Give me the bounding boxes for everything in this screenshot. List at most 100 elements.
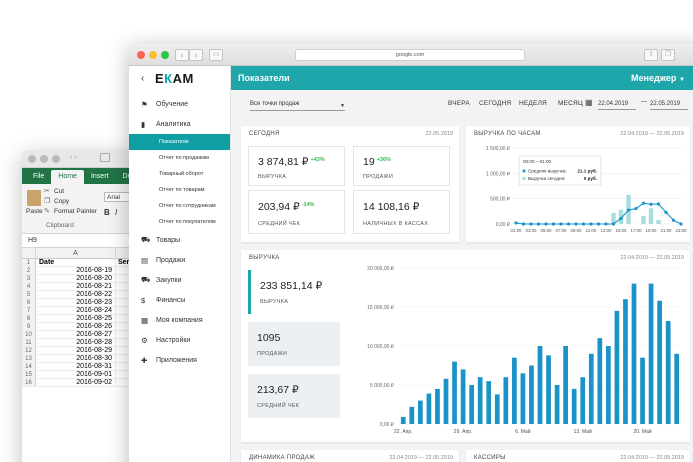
row-number[interactable]: 14	[22, 363, 36, 370]
sidebar-item-learning[interactable]: ⚑ Обучение	[129, 94, 230, 114]
row-number[interactable]: 8	[22, 315, 36, 322]
sidebar-item-purchases[interactable]: ⛟ Закупки	[129, 270, 230, 290]
puzzle-icon: ✚	[141, 355, 148, 365]
cell-date[interactable]: 2016-08-23	[36, 299, 116, 306]
cell-date[interactable]: 2016-08-31	[36, 363, 116, 370]
zoom-dot-icon[interactable]	[52, 155, 60, 163]
cell-date-header[interactable]: Date	[36, 259, 116, 266]
minimize-dot-icon[interactable]	[40, 155, 48, 163]
row-number[interactable]: 12	[22, 347, 36, 354]
stat-avg-check-total[interactable]: 213,67 ₽ СРЕДНИЙ ЧЕК	[248, 374, 340, 418]
minimize-dot-icon[interactable]	[149, 51, 157, 59]
stat-sales-total[interactable]: 1095 ПРОДАЖИ	[248, 322, 340, 366]
stat-revenue-today[interactable]: 3 874,81 ₽ +43% ВЫРУЧКА	[248, 146, 345, 186]
tab-home[interactable]: Home	[51, 170, 84, 184]
period-month[interactable]: МЕСЯЦ	[558, 100, 583, 107]
sidebar-item-settings[interactable]: ⚙ Настройки	[129, 330, 230, 350]
period-week[interactable]: НЕДЕЛЯ	[519, 100, 547, 107]
paste-button[interactable]: Paste	[26, 208, 43, 215]
sidebar-item-analytics[interactable]: ▮ Аналитика	[129, 114, 230, 134]
period-yesterday[interactable]: ВЧЕРА	[448, 100, 470, 107]
toolbar-arrows-icon[interactable]: ‹ ›	[70, 154, 77, 161]
sidebar-item-finance[interactable]: $ Финансы	[129, 290, 230, 310]
date-from-input[interactable]: 22.04.2019	[598, 99, 636, 110]
cell-date[interactable]: 2016-09-02	[36, 379, 116, 386]
cell-date[interactable]: 2016-08-19	[36, 267, 116, 274]
row-number[interactable]: 7	[22, 307, 36, 314]
zoom-dot-icon[interactable]	[161, 51, 169, 59]
collapse-arrow-icon[interactable]: ‹	[141, 72, 145, 84]
row-number[interactable]: 16	[22, 379, 36, 386]
cut-button[interactable]: Cut	[54, 188, 65, 195]
row-number[interactable]: 11	[22, 339, 36, 346]
row-number[interactable]: 1	[22, 259, 36, 266]
avg-revenue-point	[641, 201, 646, 205]
sidebar-subitem-sales-report[interactable]: Отчет по продажам	[159, 155, 209, 161]
cell-date[interactable]: 2016-08-28	[36, 339, 116, 346]
cell-date[interactable]: 2016-08-24	[36, 307, 116, 314]
cell-date[interactable]: 2016-08-25	[36, 315, 116, 322]
bold-icon[interactable]: B	[104, 208, 110, 217]
close-dot-icon[interactable]	[137, 51, 145, 59]
cell-date[interactable]: 2016-08-21	[36, 283, 116, 290]
sidebar-subitem-turnover[interactable]: Товарный оборот	[159, 171, 204, 177]
sidebar-subitem-indicators[interactable]: Показатели	[129, 134, 230, 150]
row-number[interactable]: 13	[22, 355, 36, 362]
row-number[interactable]: 6	[22, 299, 36, 306]
revenue-bar	[494, 394, 500, 424]
forward-icon[interactable]: ›	[189, 49, 203, 61]
cell-date[interactable]: 2016-08-26	[36, 323, 116, 330]
calendar-icon[interactable]: ▦	[585, 98, 593, 107]
sales-point-select[interactable]: Все точки продаж ▼	[250, 101, 345, 111]
sidebar-item-goods[interactable]: ⛟ Товары	[129, 230, 230, 250]
paste-icon[interactable]	[27, 190, 41, 206]
cell-date[interactable]: 2016-08-27	[36, 331, 116, 338]
tooltip-box	[518, 155, 602, 186]
hourly-revenue-chart[interactable]: 1 500,00 ₽1 000,00 ₽500,00 ₽0,00 ₽01:00 0…	[466, 126, 690, 242]
row-number[interactable]: 10	[22, 331, 36, 338]
tab-insert[interactable]: Insert	[90, 173, 109, 180]
cell-date[interactable]: 2016-08-30	[36, 355, 116, 362]
stat-revenue-total[interactable]: 233 851,14 ₽ ВЫРУЧКА	[248, 270, 340, 314]
column-header-a[interactable]: A	[36, 248, 116, 258]
row-number[interactable]: 2	[22, 267, 36, 274]
sidebar-subitem-goods-report[interactable]: Отчет по товарам	[159, 187, 205, 193]
sidebar-item-apps[interactable]: ✚ Приложения	[129, 350, 230, 370]
address-bar[interactable]: google.com	[295, 49, 525, 61]
sidebar-subitem-staff-report[interactable]: Отчет по сотрудникам	[159, 203, 216, 209]
sidebar-toggle-icon[interactable]	[100, 153, 110, 162]
cell-date[interactable]: 2016-08-20	[36, 275, 116, 282]
back-icon[interactable]: ‹	[175, 49, 189, 61]
sidebar-item-label: Настройки	[156, 336, 191, 344]
select-all-corner[interactable]	[22, 248, 36, 258]
sidebar-item-sales[interactable]: ▤ Продажи	[129, 250, 230, 270]
stat-cash[interactable]: 14 108,16 ₽ НАЛИЧНЫХ В КАССАХ	[353, 190, 450, 234]
cell-date[interactable]: 2016-09-01	[36, 371, 116, 378]
stat-avg-check-today[interactable]: 203,94 ₽ -14% СРЕДНИЙ ЧЕК	[248, 190, 345, 234]
sidebar-item-company[interactable]: ▦ Моя компания	[129, 310, 230, 330]
cell-date[interactable]: 2016-08-22	[36, 291, 116, 298]
user-menu[interactable]: Менеджер ▼	[631, 73, 685, 83]
tab-file[interactable]: File	[33, 173, 45, 180]
date-to-input[interactable]: 22.05.2019	[650, 99, 688, 110]
row-number[interactable]: 9	[22, 323, 36, 330]
avg-revenue-point	[566, 222, 571, 226]
cell-date[interactable]: 2016-08-29	[36, 347, 116, 354]
copy-button[interactable]: Copy	[54, 198, 70, 205]
row-number[interactable]: 3	[22, 275, 36, 282]
row-number[interactable]: 15	[22, 371, 36, 378]
row-number[interactable]: 4	[22, 283, 36, 290]
format-painter-button[interactable]: Format Painter	[54, 208, 97, 215]
sidebar-icon[interactable]: ▭	[209, 49, 223, 61]
sidebar-subitem-customers-report[interactable]: Отчет по покупателям	[159, 219, 216, 225]
close-dot-icon[interactable]	[28, 155, 36, 163]
share-icon[interactable]: ⇧	[644, 49, 658, 61]
italic-icon[interactable]: I	[115, 208, 118, 217]
row-number[interactable]: 5	[22, 291, 36, 298]
logo[interactable]: EКAM	[155, 70, 194, 86]
stat-sales-today[interactable]: 19 +36% ПРОДАЖИ	[353, 146, 450, 186]
period-today[interactable]: СЕГОДНЯ	[479, 100, 512, 107]
tabs-icon[interactable]: ❐	[661, 49, 675, 61]
name-box[interactable]: H9	[28, 237, 37, 244]
revenue-bar-chart[interactable]: 20 000,00 ₽ 15 000,00 ₽ 10 000,00 ₽ 5 000,0…	[241, 250, 690, 442]
